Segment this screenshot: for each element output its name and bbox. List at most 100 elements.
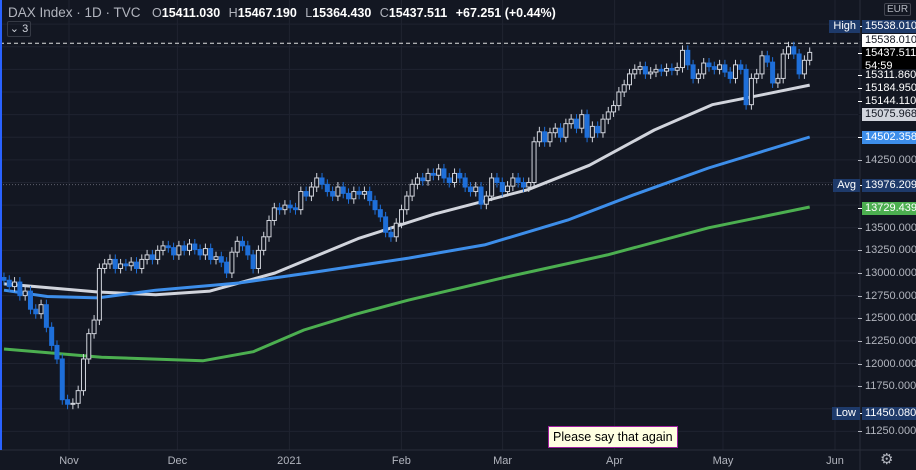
candle-down bbox=[240, 240, 246, 247]
price-label: 15311.860 bbox=[857, 69, 916, 82]
price-axis-label: 12000.000 bbox=[858, 358, 916, 371]
candle-up bbox=[600, 118, 606, 134]
candle-up bbox=[144, 254, 150, 260]
candle-up bbox=[679, 49, 685, 69]
candle-up bbox=[611, 105, 617, 113]
candle-down bbox=[340, 186, 346, 194]
price-label: 15538.010 bbox=[858, 20, 916, 33]
candle-up bbox=[536, 131, 542, 143]
candle-down bbox=[224, 261, 230, 274]
candle-down bbox=[287, 204, 293, 209]
candle-down bbox=[43, 304, 49, 328]
candle-up bbox=[759, 55, 765, 75]
candle-up bbox=[86, 333, 92, 360]
candle-down bbox=[245, 245, 251, 256]
candle-down bbox=[669, 67, 675, 71]
candle-up bbox=[732, 64, 738, 79]
candle-up bbox=[526, 182, 532, 188]
candle-up bbox=[139, 258, 145, 269]
time-axis-label: May bbox=[712, 455, 734, 467]
candle-up bbox=[621, 84, 627, 93]
symbol-title[interactable]: DAX Index · 1D · TVC bbox=[8, 5, 141, 20]
candle-down bbox=[346, 192, 352, 200]
candle-up bbox=[70, 402, 76, 405]
candle-up bbox=[351, 191, 357, 200]
candle-up bbox=[128, 261, 134, 267]
moving-average-line bbox=[3, 83, 811, 297]
candle-down bbox=[770, 61, 776, 84]
candle-up bbox=[436, 168, 442, 176]
candle-up bbox=[155, 249, 161, 260]
candle-down bbox=[685, 49, 691, 66]
candle-down bbox=[17, 281, 23, 297]
high-value: 15467.190 bbox=[237, 6, 297, 20]
candle-up bbox=[632, 68, 638, 75]
candle-up bbox=[510, 177, 516, 187]
candle-down bbox=[658, 68, 664, 72]
candle-up bbox=[780, 53, 786, 79]
price-tag-avg: Avg bbox=[833, 179, 860, 192]
candle-up bbox=[255, 249, 261, 269]
price-axis-label: 12250.000 bbox=[858, 335, 916, 348]
candle-up bbox=[213, 256, 219, 260]
candle-down bbox=[706, 62, 712, 68]
candle-down bbox=[430, 172, 436, 176]
candle-down bbox=[542, 131, 548, 143]
candle-up bbox=[314, 177, 320, 188]
candle-up bbox=[298, 191, 304, 211]
candle-up bbox=[489, 177, 495, 197]
low-value: 15364.430 bbox=[312, 6, 372, 20]
candle-up bbox=[308, 186, 314, 197]
price-axis-label: 14250.000 bbox=[858, 154, 916, 167]
candle-down bbox=[642, 66, 648, 75]
indicators-toggle-button[interactable]: ⌄ 3 bbox=[7, 21, 31, 37]
price-tag-high: High bbox=[829, 20, 860, 33]
candle-up bbox=[626, 73, 632, 86]
candle-down bbox=[133, 261, 139, 269]
candle-up bbox=[271, 207, 277, 222]
candle-down bbox=[383, 216, 389, 233]
candle-up bbox=[754, 73, 760, 79]
time-axis-label: Nov bbox=[59, 455, 79, 467]
candle-down bbox=[112, 258, 118, 269]
candle-up bbox=[75, 390, 81, 404]
candle-down bbox=[192, 243, 198, 250]
candle-up bbox=[12, 281, 18, 288]
candle-up bbox=[717, 64, 723, 70]
candle-down bbox=[33, 308, 39, 315]
candle-up bbox=[261, 236, 267, 251]
candle-down bbox=[377, 209, 383, 218]
candle-up bbox=[399, 209, 405, 224]
candle-down bbox=[584, 114, 590, 138]
price-label: 13729.439 bbox=[858, 202, 916, 215]
time-axis-label: 2021 bbox=[277, 455, 302, 467]
candle-up bbox=[22, 290, 28, 297]
candle-down bbox=[293, 207, 299, 211]
settings-gear-icon[interactable]: ⚙ bbox=[880, 451, 894, 468]
candle-down bbox=[446, 177, 452, 184]
moving-average-line bbox=[3, 205, 811, 363]
candle-up bbox=[563, 123, 569, 138]
candle-down bbox=[738, 64, 744, 70]
candle-down bbox=[743, 68, 749, 106]
candle-down bbox=[277, 207, 283, 211]
candle-down bbox=[149, 254, 155, 260]
candle-up bbox=[637, 66, 643, 70]
candle-up bbox=[335, 186, 341, 197]
candle-up bbox=[160, 245, 166, 251]
candle-up bbox=[483, 195, 489, 205]
candle-down bbox=[324, 183, 330, 193]
candle-down bbox=[208, 248, 214, 260]
price-axis-label: 13250.000 bbox=[858, 244, 916, 257]
candle-up bbox=[674, 67, 680, 71]
candle-down bbox=[171, 247, 177, 256]
candle-up bbox=[425, 172, 431, 182]
candle-down bbox=[690, 64, 696, 79]
candle-up bbox=[361, 191, 367, 195]
candle-down bbox=[319, 177, 325, 185]
candle-up bbox=[653, 68, 659, 73]
currency-label[interactable]: EUR bbox=[884, 3, 912, 16]
candle-down bbox=[478, 186, 484, 205]
candle-up bbox=[404, 195, 410, 211]
